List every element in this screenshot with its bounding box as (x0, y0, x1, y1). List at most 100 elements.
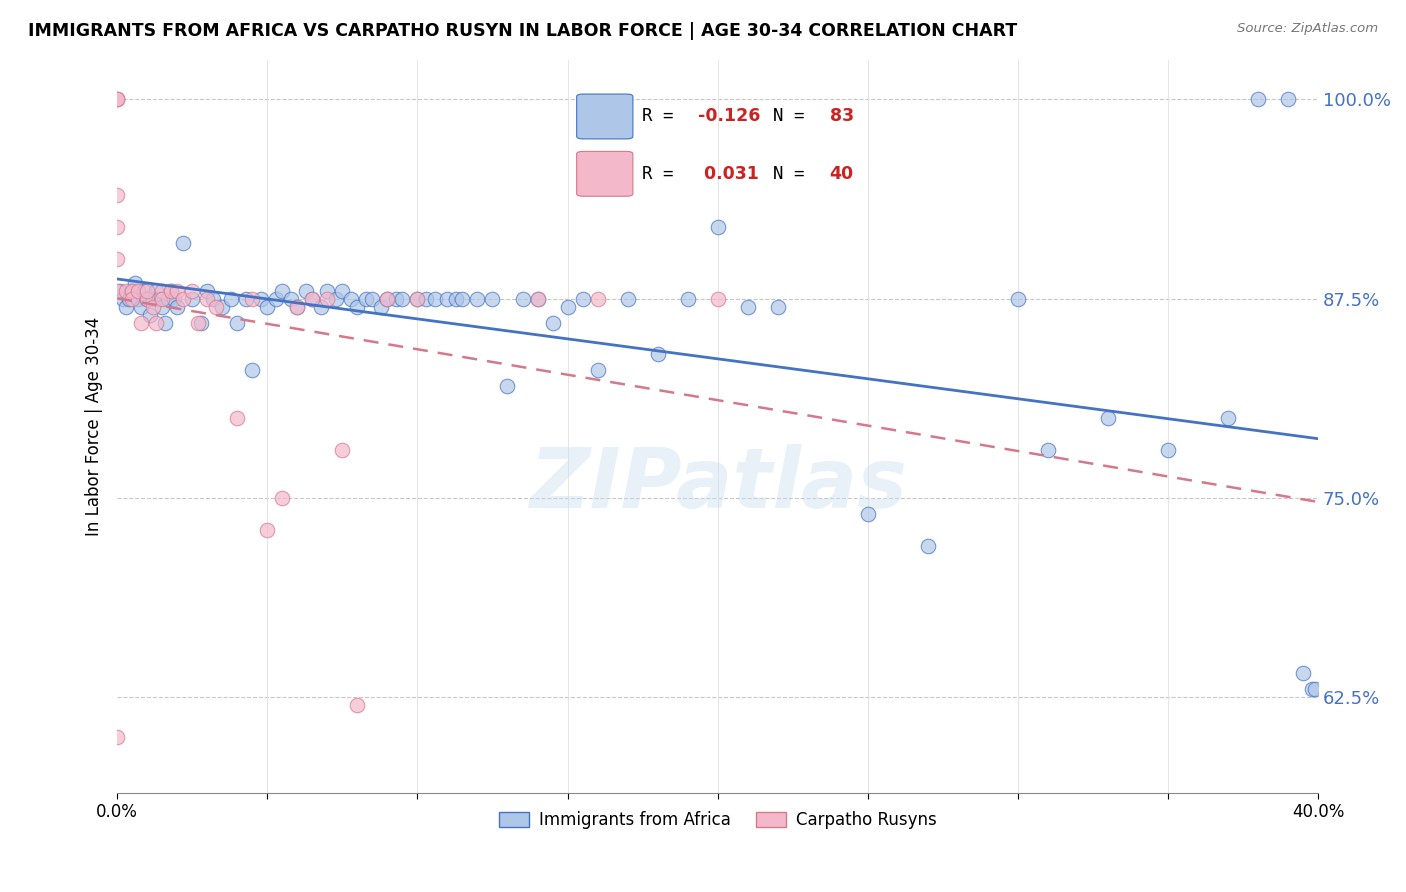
Point (301, 292, 323, 306)
Point (280, 292, 302, 306)
Point (134, 284, 156, 298)
Point (219, 292, 242, 306)
Point (187, 316, 209, 330)
Point (105, 730, 128, 744)
Point (557, 300, 579, 314)
Point (108, 284, 131, 298)
Point (105, 92, 128, 106)
Point (121, 284, 143, 298)
Point (706, 219, 728, 234)
Point (105, 188, 128, 202)
Point (145, 284, 167, 298)
Point (129, 300, 152, 314)
Point (150, 284, 173, 298)
Point (181, 284, 204, 298)
Point (121, 292, 143, 306)
Point (172, 235, 194, 250)
Point (256, 300, 278, 314)
Point (1216, 411, 1239, 425)
Point (311, 300, 333, 314)
Point (415, 292, 437, 306)
Point (115, 284, 138, 298)
Point (1097, 411, 1119, 425)
Point (285, 300, 308, 314)
Point (301, 292, 323, 306)
Point (190, 316, 212, 330)
Text: Source: ZipAtlas.com: Source: ZipAtlas.com (1237, 22, 1378, 36)
Point (129, 316, 152, 330)
Point (356, 292, 378, 306)
Point (115, 300, 138, 314)
Point (105, 92, 128, 106)
Point (163, 292, 186, 306)
Point (856, 507, 879, 521)
Point (295, 284, 318, 298)
Point (136, 292, 159, 306)
Point (160, 284, 183, 298)
Point (124, 276, 146, 290)
Point (235, 292, 257, 306)
Point (166, 284, 188, 298)
Point (139, 308, 162, 322)
Point (406, 292, 429, 306)
Point (285, 300, 308, 314)
Point (136, 292, 159, 306)
Point (226, 411, 249, 425)
Point (340, 292, 363, 306)
Point (436, 292, 458, 306)
Point (1301, 682, 1323, 697)
Point (105, 219, 128, 234)
Point (586, 292, 609, 306)
Point (148, 292, 170, 306)
Point (121, 284, 143, 298)
Text: IMMIGRANTS FROM AFRICA VS CARPATHO RUSYN IN LABOR FORCE | AGE 30-34 CORRELATION : IMMIGRANTS FROM AFRICA VS CARPATHO RUSYN… (28, 22, 1018, 40)
Point (226, 316, 249, 330)
Point (676, 292, 699, 306)
Point (195, 292, 218, 306)
Point (205, 300, 228, 314)
Point (250, 292, 273, 306)
Point (647, 347, 669, 361)
Point (1247, 92, 1270, 106)
Point (181, 292, 204, 306)
Legend: Immigrants from Africa, Carpatho Rusyns: Immigrants from Africa, Carpatho Rusyns (492, 805, 943, 836)
Point (127, 292, 149, 306)
Point (766, 300, 789, 314)
Point (112, 292, 135, 306)
Point (105, 92, 128, 106)
Point (266, 292, 288, 306)
Point (1292, 666, 1315, 681)
Point (446, 292, 468, 306)
Point (240, 363, 263, 377)
Point (1157, 443, 1180, 458)
Point (406, 292, 429, 306)
Point (316, 284, 339, 298)
Point (195, 284, 218, 298)
Point (105, 284, 128, 298)
Point (325, 292, 347, 306)
Point (385, 292, 408, 306)
Y-axis label: In Labor Force | Age 30-34: In Labor Force | Age 30-34 (86, 317, 103, 536)
Point (271, 491, 294, 505)
Point (157, 292, 180, 306)
Point (541, 316, 564, 330)
Point (211, 300, 233, 314)
Point (361, 292, 384, 306)
Point (346, 300, 368, 314)
Point (467, 292, 489, 306)
Point (136, 284, 159, 298)
Point (425, 292, 447, 306)
Point (142, 292, 165, 306)
Point (150, 292, 173, 306)
Point (332, 284, 354, 298)
Point (706, 292, 728, 306)
Point (1277, 92, 1299, 106)
Point (172, 292, 194, 306)
Point (271, 284, 294, 298)
Point (256, 523, 278, 537)
Point (166, 300, 188, 314)
Point (202, 292, 225, 306)
Point (481, 292, 503, 306)
Point (586, 363, 609, 377)
Point (1303, 682, 1326, 697)
